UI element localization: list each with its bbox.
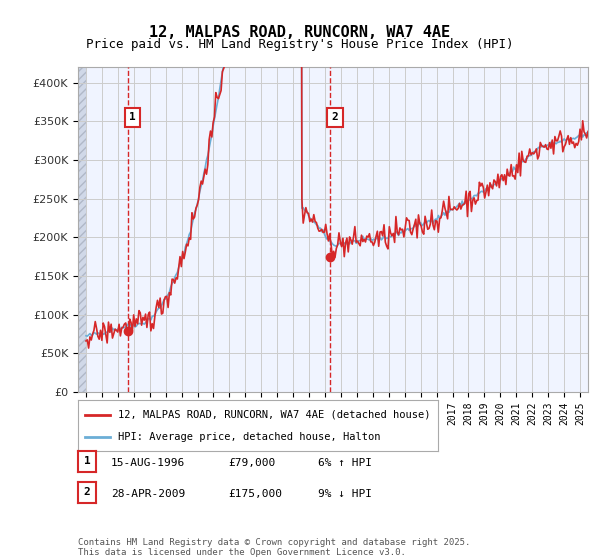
Text: 2: 2 xyxy=(83,487,91,497)
Text: 6% ↑ HPI: 6% ↑ HPI xyxy=(318,458,372,468)
Text: 2: 2 xyxy=(332,113,338,123)
Text: 12, MALPAS ROAD, RUNCORN, WA7 4AE: 12, MALPAS ROAD, RUNCORN, WA7 4AE xyxy=(149,25,451,40)
Text: 12, MALPAS ROAD, RUNCORN, WA7 4AE (detached house): 12, MALPAS ROAD, RUNCORN, WA7 4AE (detac… xyxy=(118,409,430,419)
Bar xyxy=(78,67,86,392)
Text: £175,000: £175,000 xyxy=(228,489,282,499)
Text: Contains HM Land Registry data © Crown copyright and database right 2025.
This d: Contains HM Land Registry data © Crown c… xyxy=(78,538,470,557)
Text: 1: 1 xyxy=(129,113,136,123)
Text: £79,000: £79,000 xyxy=(228,458,275,468)
Text: HPI: Average price, detached house, Halton: HPI: Average price, detached house, Halt… xyxy=(118,432,380,442)
Text: 9% ↓ HPI: 9% ↓ HPI xyxy=(318,489,372,499)
Text: 1: 1 xyxy=(83,456,91,466)
Text: 15-AUG-1996: 15-AUG-1996 xyxy=(111,458,185,468)
Text: Price paid vs. HM Land Registry's House Price Index (HPI): Price paid vs. HM Land Registry's House … xyxy=(86,38,514,51)
Text: 28-APR-2009: 28-APR-2009 xyxy=(111,489,185,499)
